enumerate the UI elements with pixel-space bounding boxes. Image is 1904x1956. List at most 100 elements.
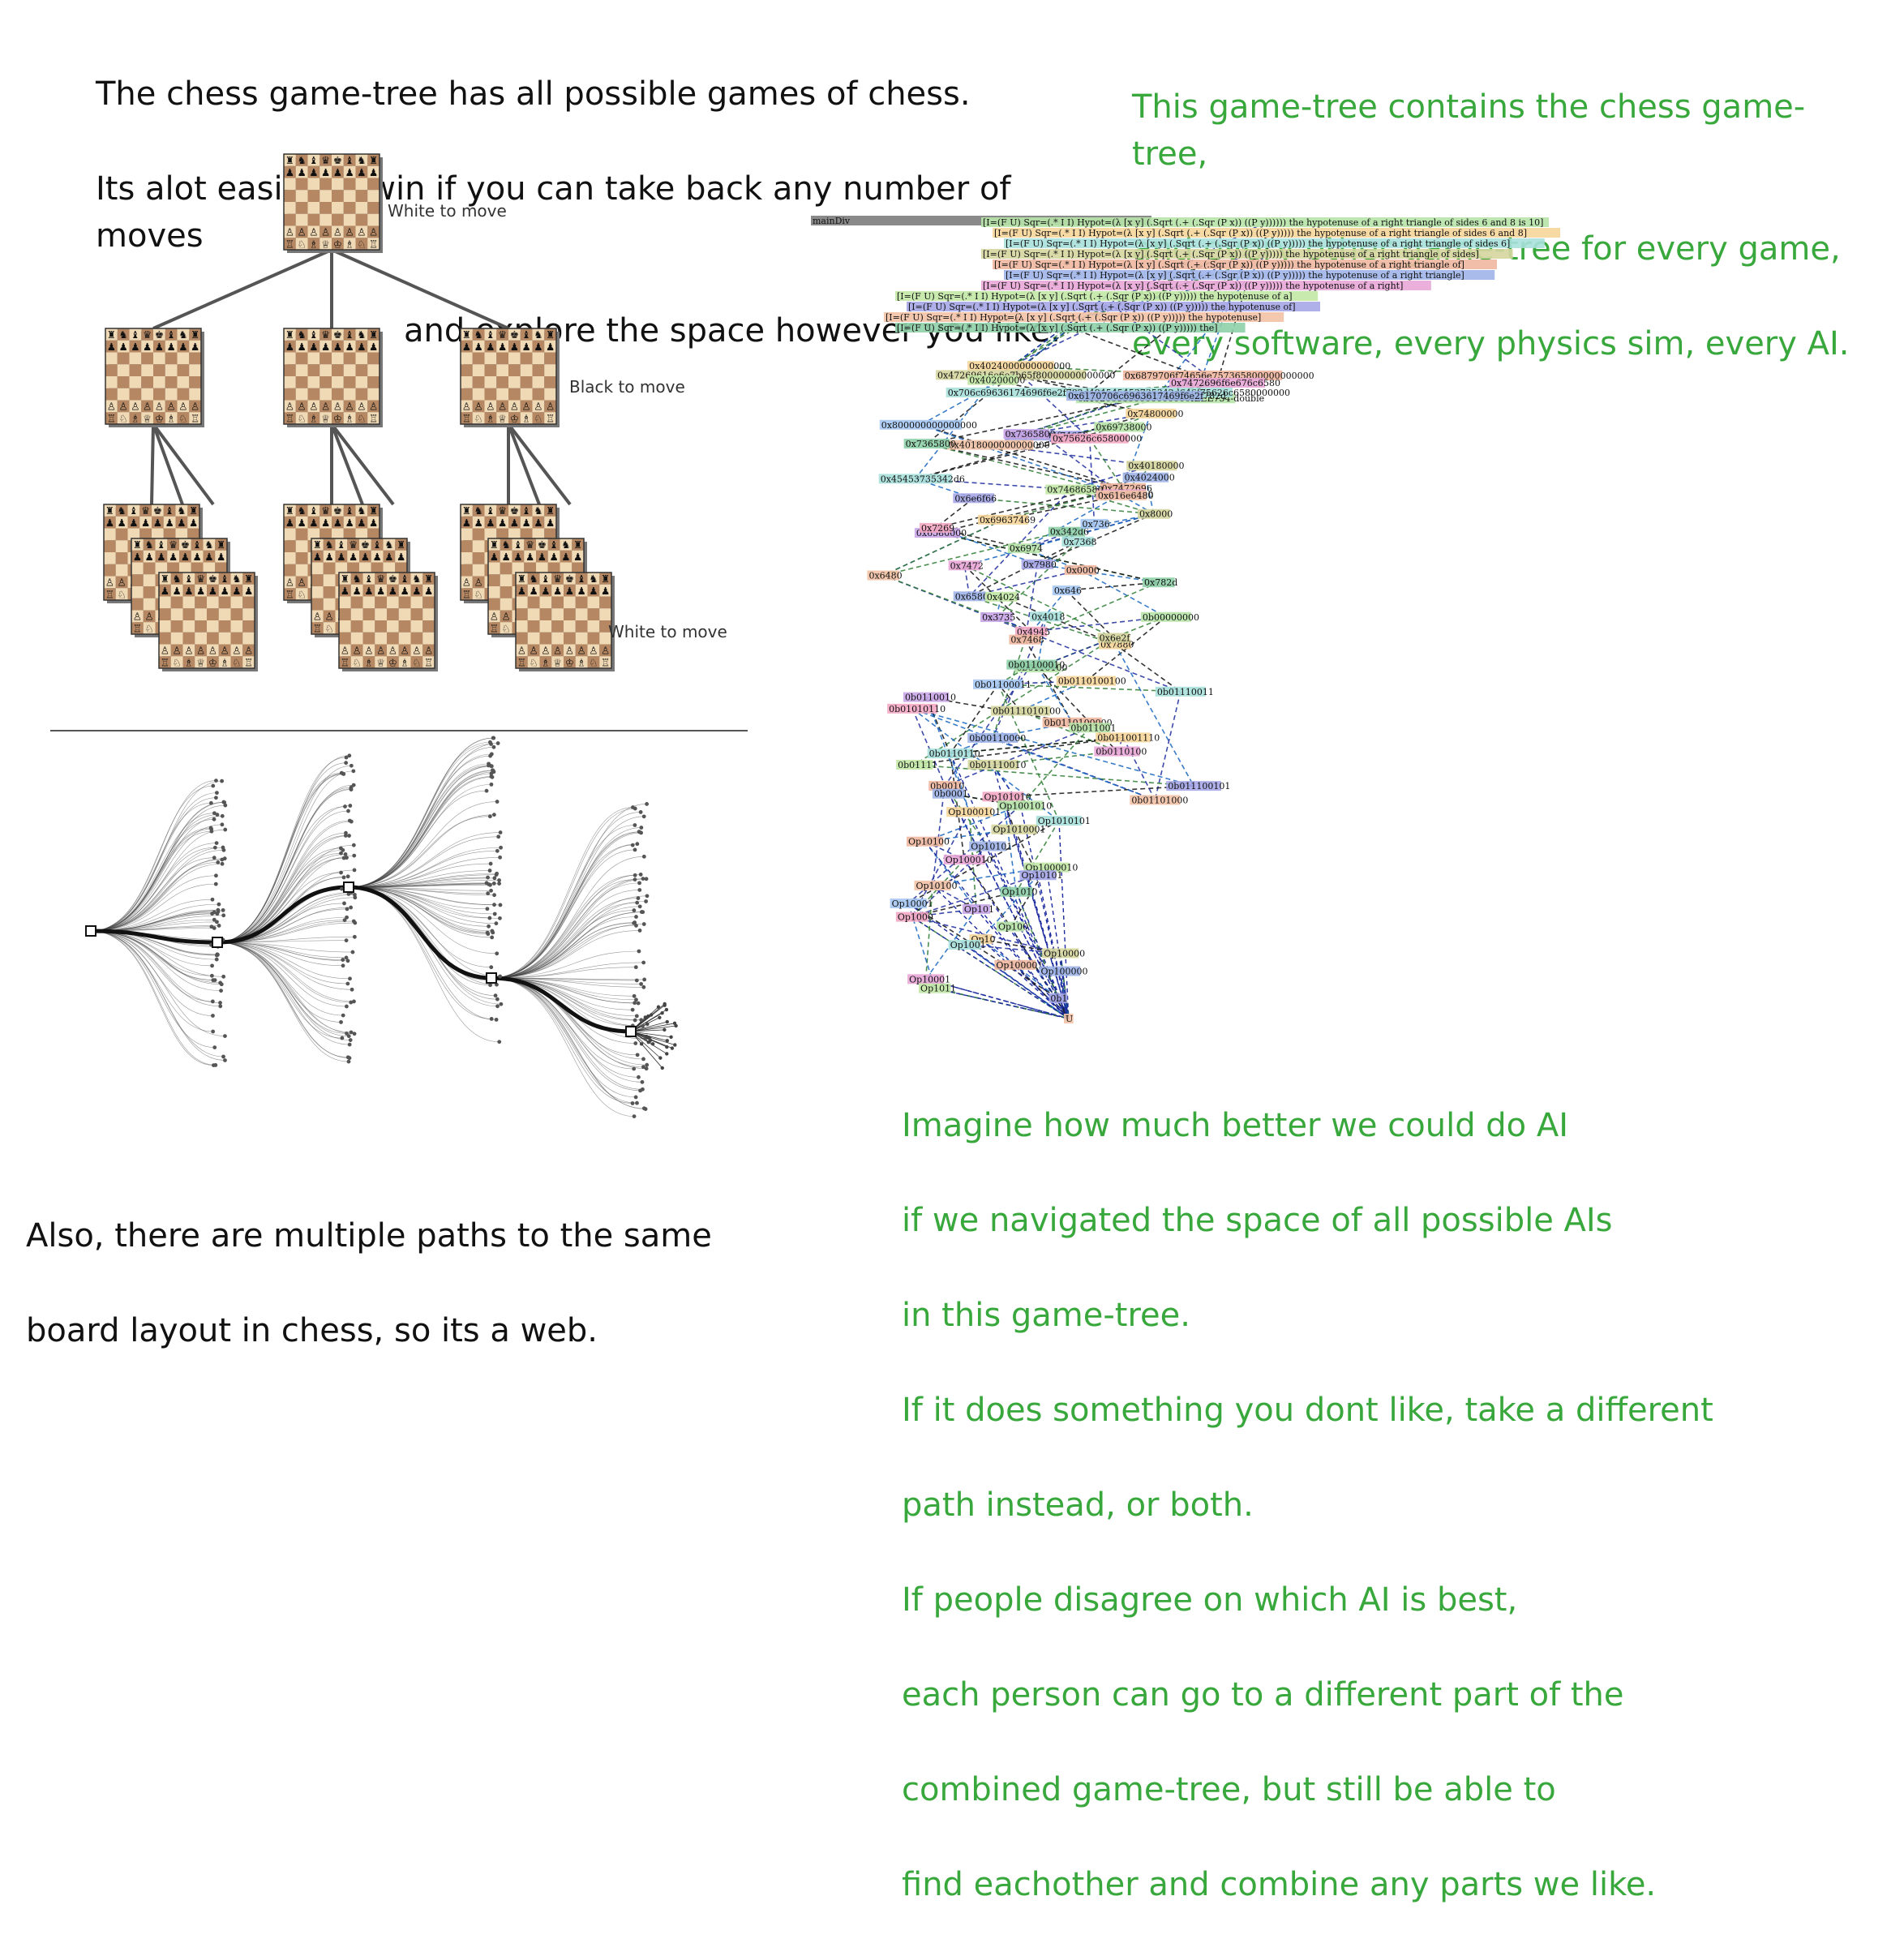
svg-text:♙: ♙ [357, 401, 366, 413]
svg-text:♟: ♟ [530, 585, 538, 597]
svg-text:♔: ♔ [510, 412, 519, 424]
svg-text:♟: ♟ [546, 517, 555, 529]
imagine-line-3: in this game-tree. [902, 1296, 1190, 1334]
svg-text:0x7468: 0x7468 [1010, 635, 1044, 646]
root-turn-label: White to move [388, 201, 507, 221]
svg-text:♞: ♞ [325, 538, 334, 551]
graph-node-top-4: [I=(F U) Sqr=(.* I I) Hypot=(λ [x y] (.S… [993, 260, 1497, 270]
claim-line-1: This game-tree contains the chess game-t… [1132, 88, 1806, 174]
graph-node-op-21: Op10001 [907, 974, 950, 984]
graph-node-op-4: Op1010001 [991, 824, 1046, 835]
imagine-line-2: if we navigated the space of all possibl… [902, 1201, 1613, 1239]
svg-text:♙: ♙ [498, 401, 507, 413]
svg-text:♙: ♙ [184, 645, 193, 657]
svg-text:0x7269: 0x7269 [921, 523, 954, 534]
graph-node-hex-35: 0x4024 [984, 591, 1020, 603]
svg-text:♕: ♕ [376, 656, 385, 668]
graph-node-hex-42: 0b00000000 [1140, 611, 1199, 623]
svg-text:♞: ♞ [534, 504, 542, 517]
svg-text:Op1001010: Op1001010 [999, 800, 1052, 811]
svg-text:0x4018: 0x4018 [1031, 611, 1065, 622]
svg-text:♜: ♜ [217, 538, 225, 551]
svg-text:♖: ♖ [285, 588, 294, 600]
web-note-line-1: Also, there are multiple paths to the sa… [26, 1216, 712, 1255]
graph-node-hex-31: 0x8000 [1138, 508, 1173, 520]
svg-text:♟: ♟ [462, 341, 471, 353]
svg-text:♛: ♛ [376, 573, 385, 585]
svg-text:♟: ♟ [474, 341, 483, 353]
svg-text:♗: ♗ [541, 656, 550, 668]
svg-text:♙: ♙ [285, 577, 294, 589]
svg-text:♞: ♞ [474, 328, 483, 341]
svg-text:♞: ♞ [357, 504, 366, 517]
svg-text:♖: ♖ [191, 412, 199, 424]
svg-text:♝: ♝ [345, 154, 354, 166]
svg-text:0b0110010: 0b0110010 [905, 693, 956, 703]
svg-text:♗: ♗ [309, 412, 318, 424]
chess-game-tree-diagram: ♜ ♞ ♝ ♛ ♚ ♝ ♞ ♜♟ ♟ ♟ ♟ ♟ ♟ ♟ ♟♙ ♙ ♙ ♙ ♙ ♙ ♙ ♙♖ ♘ ♗ ♕ ♔ ♗ ♘ ♖♜ ♞ ♝ ♛ ♚ ♝ ♞ ♜… [103, 153, 727, 671]
svg-text:♗: ♗ [401, 656, 410, 668]
svg-text:♟: ♟ [131, 341, 139, 353]
svg-text:♟: ♟ [510, 341, 519, 353]
graph-node-hex-34: 0x7472 [948, 560, 984, 571]
svg-text:♖: ♖ [369, 238, 378, 250]
chess-tree-edges [150, 248, 572, 506]
svg-text:♕: ♕ [321, 238, 330, 250]
svg-text:♞: ♞ [357, 328, 366, 341]
svg-text:♙: ♙ [376, 645, 385, 657]
graph-node-hex-32: 0x0000 [1064, 564, 1100, 576]
svg-text:♙: ♙ [145, 611, 154, 623]
graph-node-op-14: Op1000 [895, 912, 933, 923]
svg-text:Op1010: Op1010 [1002, 887, 1038, 898]
svg-text:♜: ♜ [462, 504, 471, 517]
svg-text:♙: ♙ [161, 645, 169, 657]
graph-node-hex-45: 0x6e2f [1097, 633, 1131, 644]
svg-text:♟: ♟ [573, 551, 582, 563]
svg-text:♖: ♖ [285, 238, 294, 250]
svg-text:♛: ♛ [349, 538, 358, 551]
svg-text:♜: ♜ [546, 504, 555, 517]
svg-text:♖: ♖ [546, 412, 555, 424]
svg-text:♟: ♟ [309, 341, 318, 353]
svg-text:♟: ♟ [309, 166, 318, 178]
graph-node-bin-2: 0b01110011 [1155, 686, 1214, 697]
svg-text:♟: ♟ [204, 551, 213, 563]
svg-text:0x4018000000000000: 0x4018000000000000 [949, 440, 1050, 451]
svg-text:♟: ♟ [486, 517, 495, 529]
svg-text:♘: ♘ [119, 412, 128, 424]
svg-text:0b01100011: 0b01100011 [975, 680, 1031, 690]
svg-text:♟: ♟ [349, 551, 358, 563]
imagine-line-6: If people disagree on which AI is best, [902, 1581, 1518, 1619]
svg-text:♙: ♙ [517, 645, 526, 657]
svg-text:♜: ♜ [133, 538, 142, 551]
svg-text:♛: ♛ [321, 154, 330, 166]
svg-text:♙: ♙ [401, 645, 410, 657]
graph-node-hex-30: 0x7368 [1061, 536, 1097, 547]
graph-node-hex-21: 0x74686580 [1045, 484, 1103, 495]
svg-text:Op1000101: Op1000101 [948, 807, 1001, 817]
web-hub-4 [486, 972, 497, 984]
svg-text:0b011100101: 0b011100101 [1168, 781, 1230, 791]
graph-node-hex-13: 0x75626c65800000 [1050, 433, 1142, 444]
svg-text:♟: ♟ [155, 341, 164, 353]
imagine-block: Imagine how much better we could do AI i… [902, 1054, 1875, 1956]
svg-text:♝: ♝ [522, 328, 531, 341]
svg-text:0x6170706c6963617469f6e2f782d: 0x6170706c6963617469f6e2f782d [1068, 391, 1226, 401]
svg-text:♖: ♖ [133, 622, 142, 634]
svg-text:♟: ♟ [541, 585, 550, 597]
svg-text:♟: ♟ [169, 551, 178, 563]
svg-text:♜: ♜ [517, 573, 526, 585]
graph-node-op-20: Op100000 [1039, 966, 1088, 977]
svg-text:♜: ♜ [490, 538, 499, 551]
svg-text:♕: ♕ [196, 656, 205, 668]
svg-text:♜: ♜ [107, 328, 116, 341]
web-hub-3 [343, 881, 354, 893]
graph-node-hex-28: 0x6974 [1007, 543, 1043, 554]
svg-text:0x6480: 0x6480 [868, 570, 902, 581]
svg-text:♝: ♝ [165, 504, 174, 517]
svg-text:0x6e2f: 0x6e2f [1100, 633, 1131, 644]
graph-node-hex-38: 0x782d [1143, 577, 1177, 588]
svg-text:0b011001110: 0b011001110 [1097, 732, 1160, 743]
svg-text:♝: ♝ [364, 573, 373, 585]
svg-text:♟: ♟ [153, 517, 162, 529]
